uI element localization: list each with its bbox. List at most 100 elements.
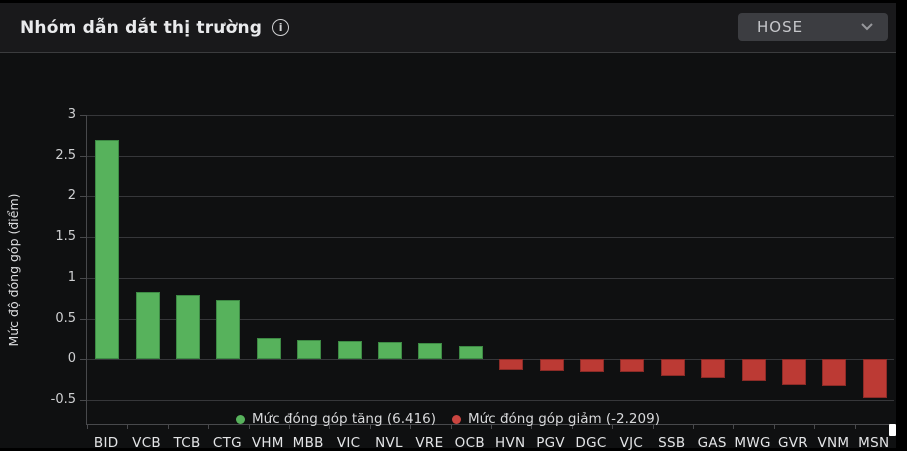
- x-axis-label: MWG: [734, 435, 771, 451]
- x-axis-label: VNM: [817, 435, 850, 451]
- x-axis-label: GAS: [697, 435, 727, 451]
- bar-tcb[interactable]: [176, 295, 200, 360]
- bar-msn[interactable]: [862, 359, 887, 398]
- y-axis-tick: [80, 318, 86, 320]
- y-axis-tick: [80, 196, 86, 198]
- plot-area: [86, 115, 895, 429]
- bar-hvn[interactable]: [499, 359, 524, 370]
- x-axis-tick: [653, 424, 654, 429]
- x-axis-tick: [410, 424, 411, 429]
- bar-dgc[interactable]: [580, 359, 604, 372]
- info-icon[interactable]: i: [272, 19, 290, 36]
- scrollbar-thumb[interactable]: [889, 424, 896, 436]
- x-axis-label: HVN: [495, 435, 526, 451]
- bar-ocb[interactable]: [458, 345, 483, 360]
- bar-ssb[interactable]: [660, 359, 685, 376]
- bar-ctg[interactable]: [216, 299, 241, 360]
- chart-legend: Mức đóng góp tăng (6.416) Mức đóng góp g…: [0, 411, 896, 427]
- gridline: [87, 237, 894, 239]
- x-axis-tick: [168, 424, 169, 429]
- bar-mwg[interactable]: [741, 359, 766, 382]
- y-axis-tick: [80, 155, 86, 157]
- x-axis-label: DGC: [575, 435, 607, 451]
- legend-dot-green: [236, 414, 245, 424]
- bar-gvr[interactable]: [782, 359, 806, 385]
- gridline: [87, 400, 894, 402]
- bar-vic[interactable]: [337, 341, 362, 360]
- y-axis-tick: [80, 237, 86, 239]
- y-axis-tick: [80, 115, 86, 116]
- chevron-down-icon: [861, 23, 873, 31]
- x-axis-tick: [612, 424, 613, 429]
- x-axis-label: MBB: [292, 435, 324, 451]
- x-axis-label: TCB: [173, 435, 201, 451]
- bar-vnm[interactable]: [822, 359, 847, 387]
- y-axis-tick: [80, 359, 86, 361]
- x-axis-label: VIC: [336, 435, 361, 451]
- x-axis-label: BID: [93, 435, 119, 451]
- bar-pgv[interactable]: [539, 359, 564, 371]
- y-axis-tick: [80, 277, 86, 279]
- x-axis-tick: [127, 424, 128, 429]
- y-tick-label: 0.5: [55, 310, 76, 326]
- legend-item-negative[interactable]: Mức đóng góp giảm (-2.209): [452, 411, 660, 427]
- y-axis-tick: [80, 400, 86, 402]
- gridline: [87, 359, 894, 361]
- x-axis-tick: [814, 424, 815, 429]
- x-axis-label: OCB: [454, 435, 485, 451]
- y-tick-label: 2: [67, 188, 76, 204]
- x-axis-tick: [693, 424, 694, 429]
- legend-label-negative: Mức đóng góp giảm (-2.209): [468, 411, 660, 427]
- x-axis-label: CTG: [212, 435, 242, 451]
- gridline: [87, 196, 894, 198]
- x-axis-tick: [87, 424, 88, 429]
- x-axis-label: GVR: [778, 435, 808, 451]
- y-tick-label: 2.5: [55, 147, 76, 163]
- gridline: [87, 318, 894, 320]
- contribution-chart: Mức độ đóng góp (điểm) 3 2.5 2 1.5 1 0.5 0 -0.5…: [0, 53, 896, 451]
- x-axis-tick: [208, 424, 209, 429]
- legend-label-positive: Mức đóng góp tăng (6.416): [252, 411, 437, 427]
- x-axis-tick: [329, 424, 330, 429]
- x-axis-label: SSB: [658, 435, 686, 451]
- x-axis-label: VJC: [619, 435, 644, 451]
- x-axis-tick: [733, 424, 734, 429]
- bar-mbb[interactable]: [297, 339, 322, 360]
- y-tick-label: 3: [67, 107, 76, 122]
- x-axis-tick: [572, 424, 573, 429]
- bar-gas[interactable]: [701, 359, 726, 379]
- x-axis-label: VRE: [415, 435, 444, 451]
- x-axis-tick: [855, 424, 856, 429]
- legend-item-positive[interactable]: Mức đóng góp tăng (6.416): [236, 411, 436, 427]
- x-axis-label: PGV: [536, 435, 565, 451]
- y-tick-label: 0: [67, 351, 76, 367]
- x-axis-label: VHM: [251, 435, 284, 451]
- y-tick-label: -0.5: [50, 392, 76, 408]
- exchange-dropdown[interactable]: HOSE: [738, 13, 888, 41]
- bar-vre[interactable]: [418, 343, 443, 360]
- x-axis-tick: [491, 424, 492, 429]
- x-axis-tick: [774, 424, 775, 429]
- bar-vcb[interactable]: [135, 291, 160, 360]
- gridline: [87, 155, 894, 157]
- x-axis-tick: [370, 424, 371, 429]
- x-axis-label: VCB: [132, 435, 161, 451]
- panel-title: Nhóm dẫn dắt thị trường: [20, 17, 263, 38]
- x-axis-tick: [289, 424, 290, 429]
- x-axis-label: NVL: [375, 435, 403, 451]
- x-axis-tick: [249, 424, 250, 429]
- exchange-dropdown-value: HOSE: [757, 18, 804, 36]
- gridline: [87, 277, 894, 279]
- legend-dot-red: [452, 414, 462, 424]
- x-axis-label: MSN: [858, 435, 890, 451]
- bar-bid[interactable]: [95, 140, 120, 360]
- y-tick-label: 1: [67, 269, 76, 285]
- bar-vhm[interactable]: [256, 338, 281, 360]
- bar-nvl[interactable]: [378, 342, 402, 360]
- market-leaders-panel: Nhóm dẫn dắt thị trường i HOSE Mức độ đó…: [0, 3, 896, 451]
- gridline: [87, 115, 894, 116]
- y-tick-label: 1.5: [55, 229, 76, 245]
- x-axis-tick: [451, 424, 452, 429]
- x-axis-tick: [531, 424, 532, 429]
- bar-vjc[interactable]: [620, 359, 645, 373]
